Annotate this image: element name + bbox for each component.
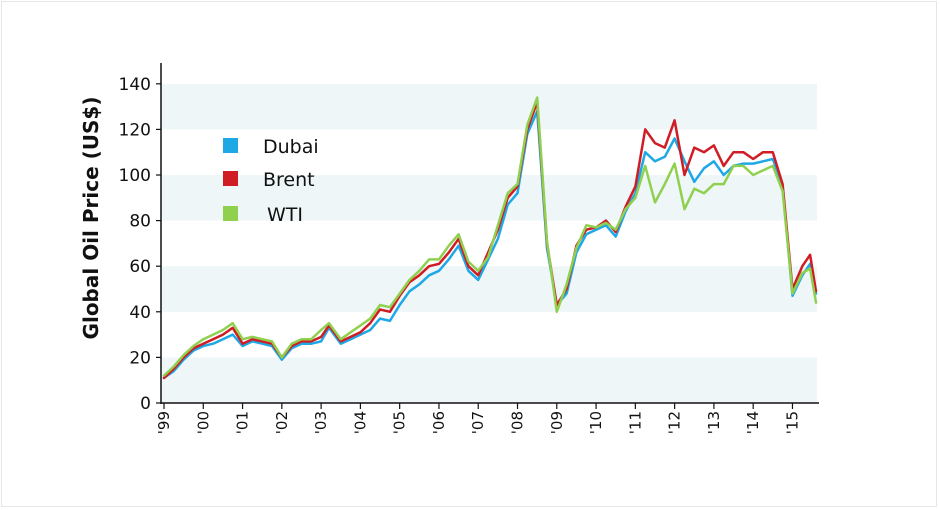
x-tick-label: '03: [312, 411, 330, 434]
y-tick-label: 20: [129, 348, 151, 368]
legend-swatch-wti: [223, 206, 238, 221]
legend-label-wti: WTI: [267, 204, 303, 226]
x-tick-label: '08: [509, 411, 527, 434]
x-tick-label: '15: [783, 411, 801, 434]
y-tick-label: 100: [119, 166, 151, 186]
x-tick-label: '14: [744, 411, 762, 434]
y-tick-label: 140: [119, 75, 151, 95]
series-line-brent: [162, 100, 818, 380]
y-tick-label: 120: [119, 120, 151, 140]
series-line-dubai: [162, 109, 818, 380]
x-tick-label: '00: [194, 411, 212, 434]
x-tick-label: '06: [430, 411, 448, 434]
grid-band: [161, 266, 817, 312]
grid-band: [161, 83, 817, 130]
x-tick-label: '02: [273, 411, 291, 434]
legend-label-dubai: Dubai: [263, 136, 319, 158]
legend-swatch-dubai: [223, 138, 238, 153]
x-tick-label: '10: [587, 411, 605, 434]
y-tick-label: 40: [129, 303, 151, 323]
y-tick-label: 60: [129, 257, 151, 277]
x-tick-label: '99: [155, 411, 173, 434]
series-line-wti: [162, 96, 818, 377]
grid-band: [161, 175, 817, 221]
grid-bands: [161, 83, 817, 403]
legend-label-brent: Brent: [263, 169, 315, 191]
x-tick-label: '09: [548, 411, 566, 434]
x-tick-label: '04: [351, 411, 369, 434]
series-lines: [162, 96, 818, 380]
x-tick-label: '11: [626, 411, 644, 434]
grid-band: [161, 357, 817, 403]
x-tick-label: '05: [391, 411, 409, 434]
y-tick-label: 0: [140, 394, 151, 414]
x-axis-ticks: '99 '00 '01 '02 '03 '04 '05 '06 '07 '08 '09 '10 '11 '…: [155, 403, 801, 434]
x-tick-label: '13: [705, 411, 723, 434]
x-tick-label: '12: [666, 411, 684, 434]
legend-swatch-brent: [223, 171, 238, 186]
x-tick-label: '07: [469, 411, 487, 434]
legend: Dubai Brent WTI: [223, 136, 319, 226]
x-tick-label: '01: [234, 411, 252, 434]
y-axis-ticks: 0 20 40 60 80 100 120 140: [119, 75, 161, 414]
y-tick-label: 80: [129, 212, 151, 232]
y-axis-title: Global Oil Price (US$): [79, 97, 103, 340]
